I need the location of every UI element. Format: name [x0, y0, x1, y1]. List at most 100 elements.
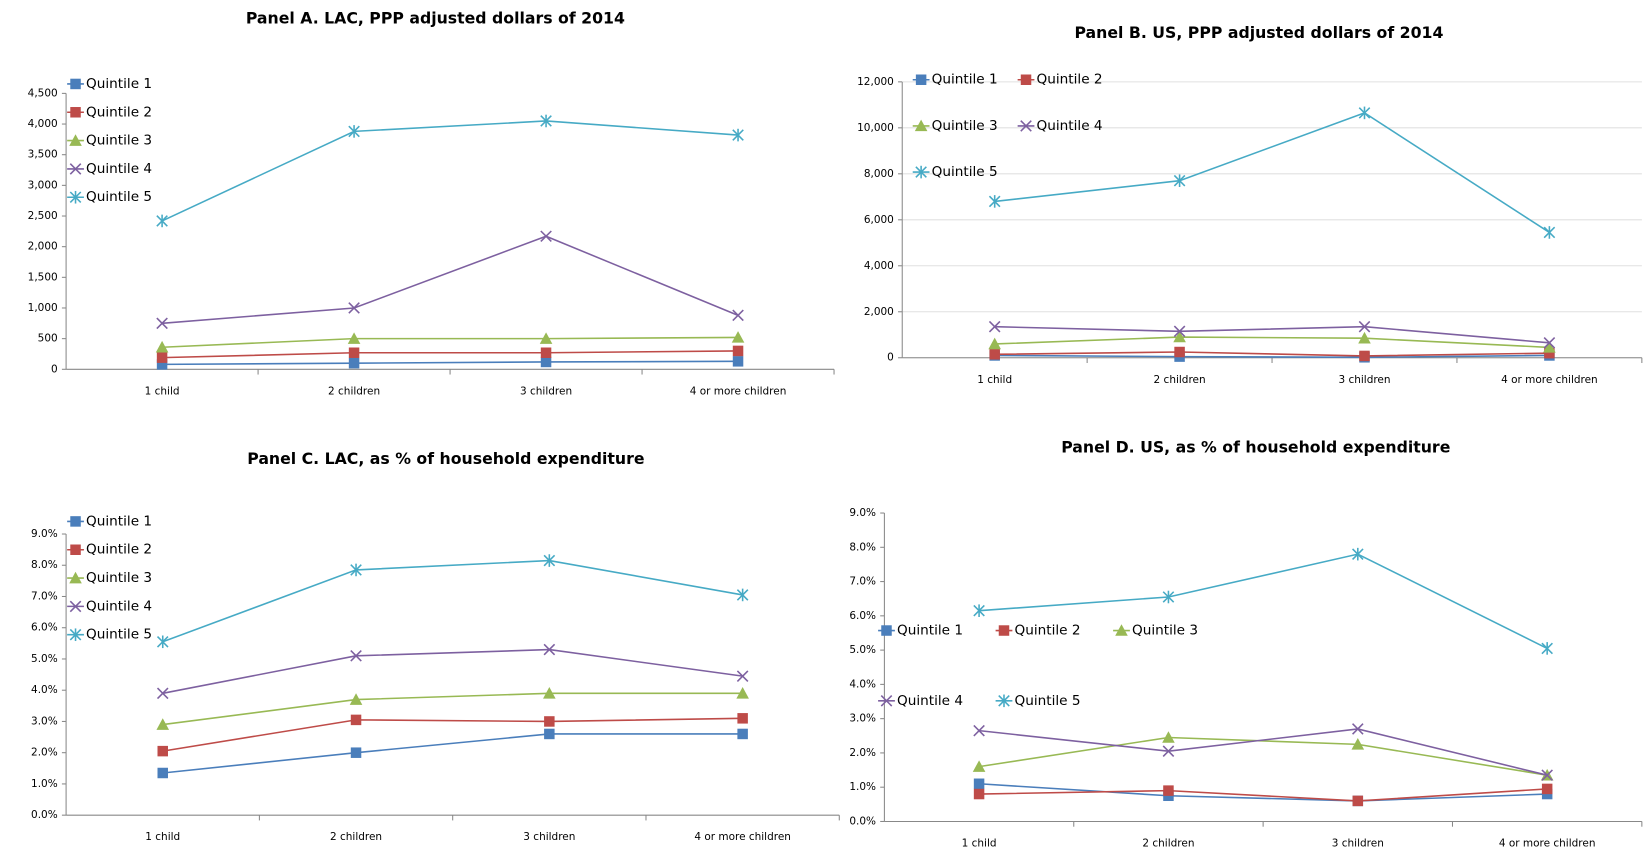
series-line [162, 692, 743, 726]
marker [973, 604, 985, 617]
marker-square [157, 745, 168, 757]
marker [988, 195, 1001, 208]
marker [1543, 226, 1556, 239]
y-tick-label: 0 [887, 352, 894, 364]
chart-title: Panel C. LAC, as % of household expendit… [247, 449, 644, 468]
marker [1115, 624, 1128, 636]
marker-square [70, 544, 81, 555]
legend-label: Quintile 3 [86, 570, 152, 586]
marker-stroke [69, 163, 82, 175]
legend-label: Quintile 1 [897, 623, 963, 639]
y-tick-label: 7.0% [849, 576, 876, 588]
chart-title: Panel D. US, as % of household expenditu… [1061, 437, 1450, 456]
marker [1358, 331, 1371, 344]
marker-square [1174, 346, 1185, 358]
x-tick-label: 2 children [328, 385, 380, 397]
marker [1544, 347, 1555, 359]
marker [1020, 120, 1032, 132]
marker-triangle [1162, 731, 1175, 743]
y-tick-label: 0 [51, 363, 58, 375]
marker [350, 650, 362, 662]
legend-label: Quintile 2 [86, 104, 152, 120]
marker-square [348, 357, 360, 369]
y-tick-label: 3,500 [28, 149, 58, 161]
marker-stroke [1020, 120, 1032, 132]
marker [157, 767, 168, 779]
marker-square [1544, 347, 1555, 359]
marker-square [1359, 350, 1370, 362]
marker [1352, 723, 1364, 735]
x-tick-label: 1 child [145, 831, 180, 843]
y-tick-label: 4.0% [31, 684, 58, 696]
series-line [978, 728, 1548, 776]
x-tick-label: 2 children [1142, 837, 1194, 849]
marker [156, 687, 169, 700]
marker-triangle [1351, 738, 1365, 750]
marker-triangle [349, 693, 363, 705]
marker [350, 563, 362, 577]
marker-square [70, 78, 81, 90]
marker [988, 337, 1001, 350]
series-line [994, 112, 1550, 234]
marker [972, 760, 986, 772]
x-tick-label: 1 child [977, 374, 1012, 386]
x-tick-label: 3 children [520, 385, 572, 397]
legend-label: Quintile 2 [1037, 72, 1103, 88]
marker [973, 724, 985, 737]
marker [348, 357, 360, 369]
marker [543, 643, 556, 656]
marker-square [989, 349, 1000, 360]
x-tick-label: 3 children [1338, 374, 1390, 386]
y-tick-label: 500 [38, 333, 58, 345]
marker [1351, 738, 1365, 750]
x-tick-label: 2 children [330, 831, 382, 843]
marker-stroke [1173, 325, 1186, 338]
marker-triangle [543, 687, 556, 699]
marker-stroke [736, 670, 749, 682]
x-tick-label: 4 or more children [694, 831, 791, 843]
marker [1352, 795, 1364, 807]
marker [915, 74, 927, 85]
marker [973, 788, 985, 800]
marker-square [156, 359, 168, 370]
x-tick-label: 3 children [1332, 837, 1384, 849]
series-line [162, 559, 743, 643]
marker [540, 347, 552, 358]
marker [915, 165, 927, 179]
chart-panel: Panel C. LAC, as % of household expendit… [31, 449, 840, 843]
marker-stroke [1543, 337, 1556, 349]
marker-square [732, 345, 744, 357]
y-tick-label: 4,500 [28, 87, 58, 99]
legend-label: Quintile 1 [86, 76, 152, 92]
marker [1162, 731, 1175, 743]
marker-stroke [988, 320, 1001, 333]
marker-square [70, 516, 81, 527]
x-tick-label: 1 child [145, 385, 180, 397]
marker-stroke [350, 650, 362, 662]
marker-square [915, 74, 927, 85]
marker-triangle [988, 337, 1001, 350]
marker [731, 331, 745, 343]
y-tick-label: 6,000 [864, 214, 894, 226]
marker [1173, 325, 1186, 338]
marker-square [544, 716, 555, 727]
marker-stroke [880, 695, 893, 707]
y-tick-label: 8.0% [849, 541, 876, 553]
marker [1162, 745, 1175, 758]
marker-square [737, 713, 748, 724]
marker [543, 687, 556, 699]
marker [988, 320, 1001, 333]
marker [1173, 174, 1186, 188]
marker [69, 190, 82, 204]
marker [544, 728, 555, 740]
marker [69, 600, 82, 613]
marker-triangle [156, 718, 170, 730]
marker-square [732, 356, 744, 367]
marker [989, 349, 1000, 360]
legend-label: Quintile 4 [86, 161, 152, 177]
marker [70, 516, 81, 527]
marker [1541, 769, 1553, 782]
x-tick-label: 1 child [962, 837, 997, 849]
marker-triangle [1358, 331, 1371, 344]
